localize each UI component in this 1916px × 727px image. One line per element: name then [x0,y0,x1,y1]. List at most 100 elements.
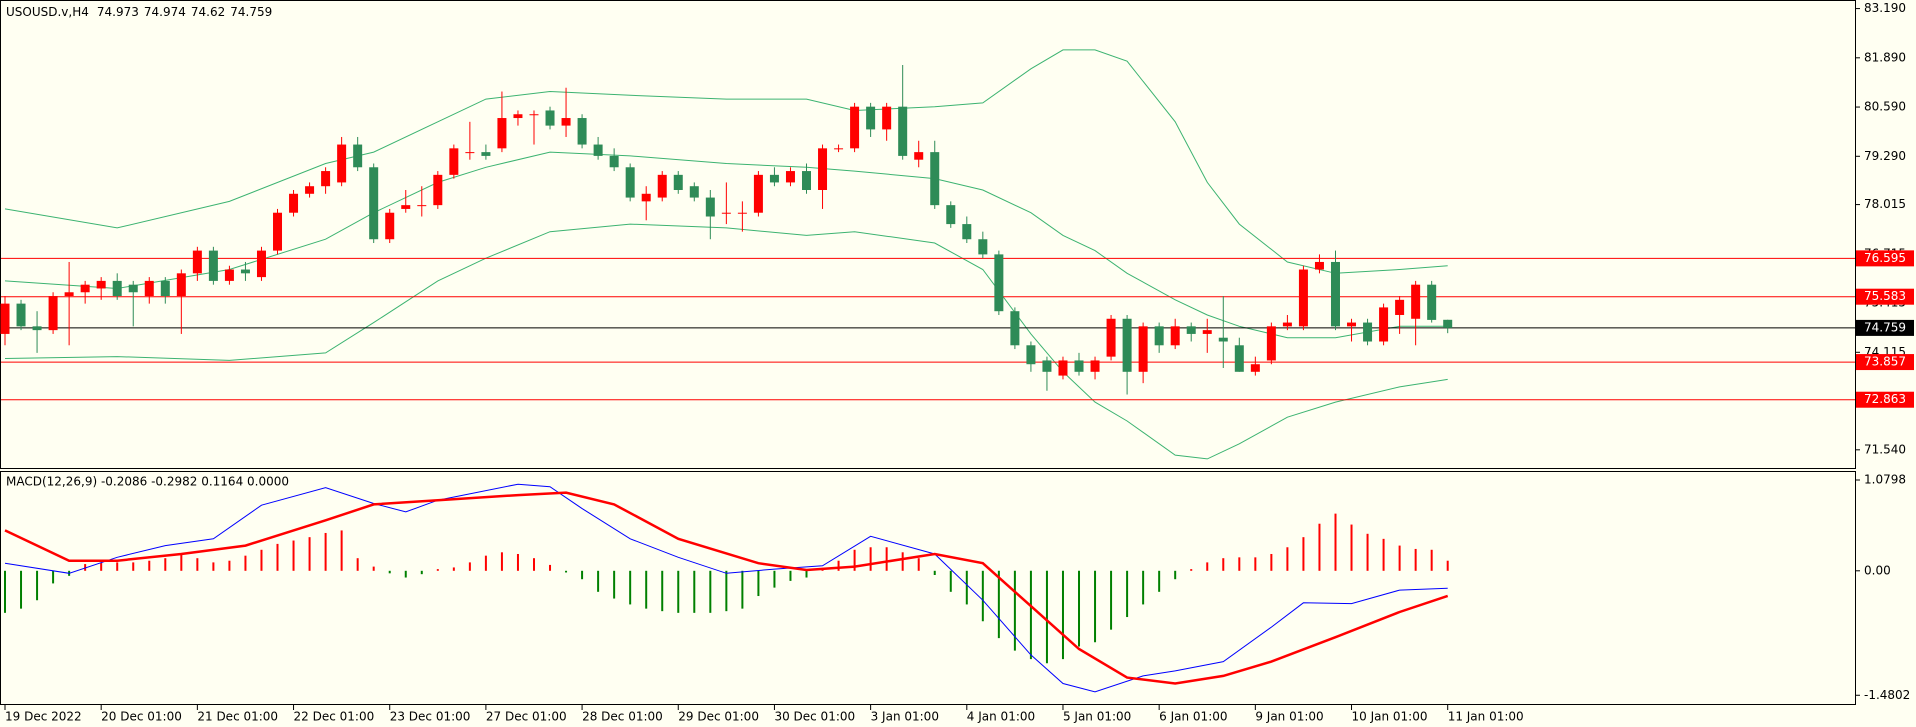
bollinger-lower [4,223,1448,460]
level-label: 72.863 [1864,392,1906,406]
candle-body [1314,261,1324,270]
high-value: 74.974 [144,5,186,19]
candle-body [529,114,539,116]
candle-body [866,106,876,130]
y-tick-label: 81.890 [1864,50,1906,64]
candle-body [1218,337,1228,342]
candle-body [465,152,475,154]
candle-body [1138,326,1148,372]
candle-body [449,148,459,175]
candle-body [1379,307,1389,342]
candle-body [850,106,860,149]
candle-body [1347,322,1357,327]
symbol-header: USOUSD.v,H4 74.973 74.974 74.62 74.759 [6,5,272,19]
x-tick-label: 29 Dec 01:00 [678,710,759,724]
candle-body [1282,322,1292,327]
candle-body [1170,326,1180,346]
candle-body [802,171,811,190]
candle-body [834,148,844,150]
candle-body [930,152,940,206]
candle-body [1427,284,1437,320]
bollinger-upper [4,49,1448,274]
candle-body [721,212,731,214]
candle-body [401,205,411,209]
macd-main-line [4,483,1448,693]
y-tick-label: 79.290 [1864,149,1906,163]
candle-body [609,155,619,168]
candle-body [1058,360,1068,376]
macd-y-tick-label: 1.0798 [1864,473,1906,487]
candle-body [176,273,186,297]
candle-body [256,250,266,278]
axis-layer: 83.19081.89080.59079.29078.01576.71575.4… [4,1,1914,724]
x-tick-label: 5 Jan 01:00 [1063,710,1131,724]
macd-y-tick-label: 0.00 [1864,563,1891,577]
candle-body [657,174,667,198]
candle-body [962,224,972,240]
candle-body [128,284,138,293]
x-tick-label: 20 Dec 01:00 [101,710,182,724]
candle-body [914,152,924,160]
candle-body [818,148,828,190]
level-label-box [1856,250,1914,267]
x-tick-label: 22 Dec 01:00 [294,710,375,724]
x-tick-label: 3 Jan 01:00 [871,710,939,724]
candle-body [224,269,234,281]
candles-layer [0,65,1453,395]
candle-body [497,118,507,149]
symbol: USOUSD.v,H4 [6,5,89,19]
candle-body [1074,360,1084,372]
candle-body [753,174,763,213]
level-label-box [1856,354,1914,371]
candle-body [1042,360,1052,372]
candle-body [32,326,42,331]
macd-pane-frame [0,471,1856,705]
y-tick-label: 78.015 [1864,197,1906,211]
candle-body [1234,345,1244,372]
candle-body [769,174,779,183]
candle-body [1330,261,1340,327]
candle-body [978,239,988,255]
candle-body [192,250,202,274]
candle-body [48,296,58,331]
candle-body [1202,330,1212,334]
level-label: 73.857 [1864,355,1906,369]
candle-body [1411,284,1421,319]
y-tick-label: 83.190 [1864,1,1906,15]
candle-body [1363,322,1373,342]
candle-body [1250,364,1260,372]
x-tick-label: 23 Dec 01:00 [390,710,471,724]
candle-body [785,171,795,183]
x-tick-label: 4 Jan 01:00 [967,710,1035,724]
candle-body [994,254,1004,312]
current-price-label: 74.759 [1864,320,1906,334]
candle-body [1266,326,1276,361]
level-label-box [1856,391,1914,408]
candle-body [625,167,635,198]
candle-body [1395,299,1405,315]
x-tick-label: 30 Dec 01:00 [774,710,855,724]
close-value: 74.759 [230,5,272,19]
candle-body [1026,345,1036,365]
candle-body [0,303,10,334]
candle-body [16,303,26,327]
candle-body [433,174,443,206]
candle-body [561,118,571,126]
candle-body [1090,360,1100,372]
x-tick-label: 11 Jan 01:00 [1448,710,1524,724]
candle-body [321,171,331,187]
macd-signal-line [4,491,1449,685]
level-label: 76.595 [1864,251,1906,265]
indicator-layer [1,49,1855,693]
candle-body [208,250,218,281]
candle-body [673,174,683,190]
x-tick-label: 28 Dec 01:00 [582,710,663,724]
candle-body [273,212,283,251]
candle-body [112,280,122,297]
candle-body [369,167,379,240]
y-tick-label: 80.590 [1864,100,1906,114]
level-label: 75.583 [1864,289,1906,303]
candle-body [513,114,523,119]
